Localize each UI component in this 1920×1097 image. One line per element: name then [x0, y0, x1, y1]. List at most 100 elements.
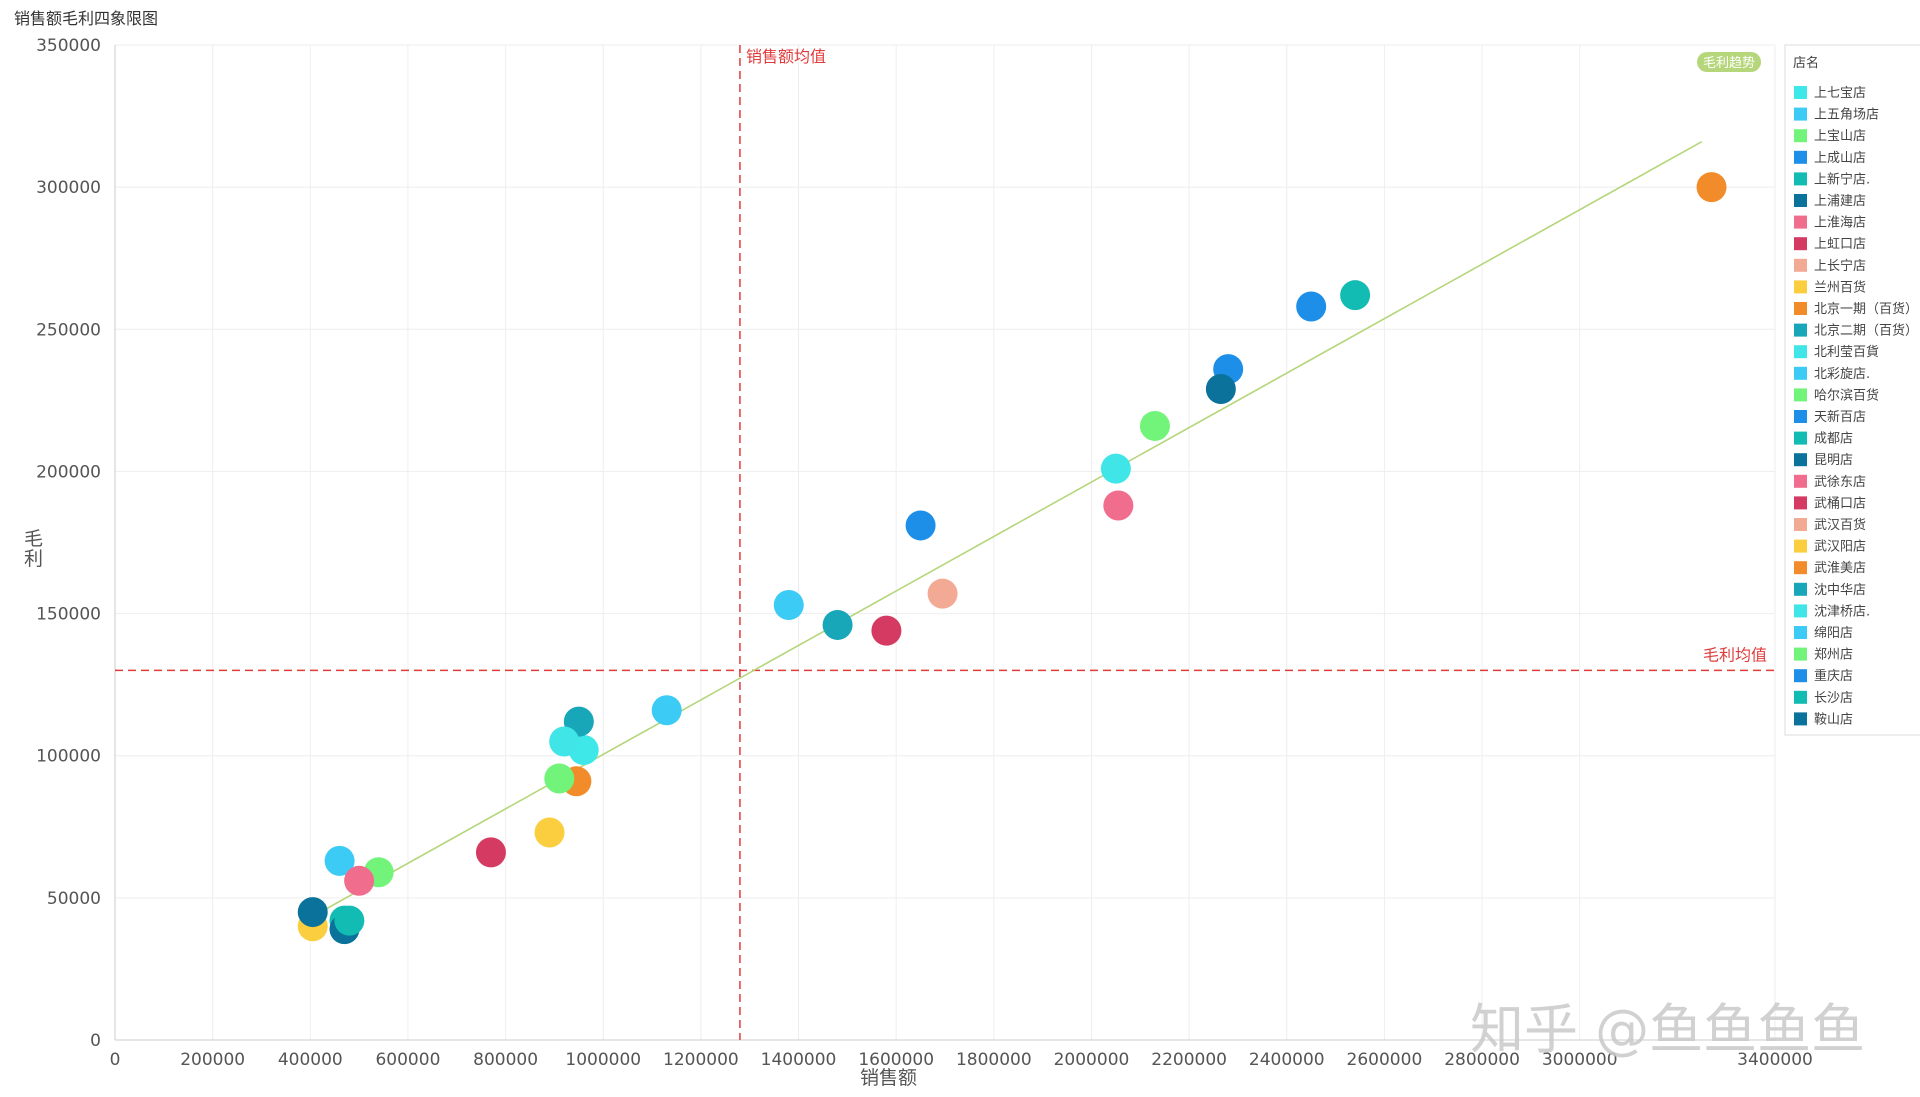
- legend-swatch: [1794, 366, 1807, 380]
- x-mean-label: 销售额均值: [746, 47, 826, 66]
- trend-legend-badge[interactable]: 毛利趋势: [1697, 52, 1761, 72]
- scatter-point: [927, 578, 958, 609]
- legend-item-label: 武汉阳店: [1814, 540, 1866, 555]
- legend-swatch: [1794, 280, 1807, 294]
- y-tick-label: 0: [90, 1031, 101, 1051]
- legend-swatch: [1794, 690, 1807, 704]
- trend-line-group: [309, 140, 1703, 919]
- scatter-point: [1340, 280, 1371, 311]
- scatter-point: [1139, 410, 1170, 441]
- legend-item-label: 绵阳店: [1814, 626, 1853, 641]
- legend-item-label: 哈尔滨百货: [1814, 387, 1879, 403]
- legend-swatch: [1794, 302, 1807, 315]
- watermark-text: 知乎 @鱼鱼鱼鱼: [1470, 998, 1865, 1061]
- scatter-point: [1205, 373, 1236, 404]
- scatter-point: [822, 609, 853, 640]
- legend-item-label: 北京二期（百货）: [1814, 323, 1918, 339]
- x-tick-label: 1800000: [956, 1050, 1032, 1070]
- legend-item-label: 北彩旋店.: [1814, 367, 1870, 382]
- legend-item-label: 郑州店: [1814, 648, 1853, 663]
- chart-title: 销售额毛利四象限图: [14, 9, 158, 28]
- trend-line: [309, 140, 1703, 919]
- legend-item-label: 上新宁店.: [1814, 171, 1870, 187]
- scatter-points: [297, 172, 1727, 945]
- legend-swatch: [1794, 129, 1807, 143]
- legend-swatch: [1794, 323, 1807, 337]
- y-axis-label: 毛利: [24, 528, 43, 570]
- legend-swatch: [1794, 539, 1807, 553]
- y-tick-label: 350000: [36, 36, 101, 56]
- y-tick-label: 250000: [36, 320, 101, 340]
- legend-swatch: [1794, 518, 1807, 531]
- scatter-point: [1696, 172, 1727, 203]
- x-tick-label: 400000: [278, 1050, 343, 1070]
- legend-swatch: [1794, 215, 1807, 229]
- legend-item-label: 上长宁店: [1814, 258, 1866, 274]
- legend-item-label: 武淮美店: [1814, 561, 1866, 576]
- legend-item-label: 鞍山店: [1814, 711, 1853, 727]
- legend-item-label: 上浦建店: [1814, 194, 1866, 209]
- scatter-point: [475, 837, 506, 868]
- x-tick-label: 2000000: [1054, 1050, 1130, 1070]
- x-tick-label: 600000: [375, 1050, 440, 1070]
- trend-badge-bg: [1697, 52, 1761, 72]
- legend-swatch: [1794, 626, 1807, 639]
- legend-item-label: 兰州百货: [1814, 279, 1866, 295]
- x-tick-label: 0: [110, 1050, 121, 1070]
- x-tick-label: 1200000: [663, 1050, 739, 1070]
- y-tick-label: 150000: [36, 605, 101, 625]
- legend-item-label: 沈中华店: [1814, 583, 1866, 598]
- legend-item-label: 武汉百货: [1814, 517, 1866, 533]
- y-tick-label: 50000: [47, 889, 101, 909]
- scatter-point: [544, 763, 575, 794]
- legend-swatch: [1794, 237, 1807, 251]
- scatter-point: [773, 590, 804, 621]
- scatter-point: [871, 615, 902, 646]
- scatter-point: [334, 905, 365, 936]
- x-axis-label: 销售额: [860, 1067, 917, 1089]
- legend-item-label: 上五角场店: [1814, 108, 1879, 123]
- scatter-point: [549, 726, 580, 757]
- legend-item-label: 成都店: [1814, 432, 1853, 447]
- legend-item-label: 沈津桥店.: [1814, 604, 1870, 619]
- scatter-point: [1100, 453, 1131, 484]
- x-tick-label: 2200000: [1151, 1050, 1227, 1070]
- legend-box: [1784, 44, 1920, 736]
- legend-swatch: [1794, 647, 1807, 661]
- x-tick-label: 3000000: [1542, 1050, 1618, 1070]
- legend-swatch: [1794, 474, 1807, 488]
- legend-swatch: [1794, 431, 1807, 445]
- legend-item-label: 上成山店: [1814, 151, 1866, 166]
- legend-item-label: 北京一期（百货）: [1814, 301, 1918, 317]
- scatter-point: [905, 510, 936, 541]
- y-tick-label: 100000: [36, 747, 101, 767]
- legend-item-label: 武徐东店: [1814, 475, 1866, 490]
- scatter-point: [324, 845, 355, 876]
- legend-item-label: 上宝山店: [1814, 129, 1866, 144]
- axes: 0 200000 400000 600000 800000 1000000 1200000 1…: [36, 36, 1813, 1070]
- y-tick-label: 200000: [36, 462, 101, 482]
- scatter-point: [1296, 291, 1327, 322]
- scatter-point: [344, 865, 375, 896]
- legend-swatch: [1794, 388, 1807, 402]
- legend-swatch: [1794, 258, 1807, 272]
- legend-item-label: 北利莹百貨: [1814, 344, 1879, 360]
- legend-swatch: [1794, 345, 1807, 359]
- x-tick-label: 2800000: [1444, 1050, 1520, 1070]
- legend-swatch: [1794, 410, 1807, 423]
- x-tick-label: 1400000: [761, 1050, 837, 1070]
- legend-item-label: 长沙店: [1814, 691, 1853, 706]
- x-tick-label: 200000: [180, 1050, 245, 1070]
- legend-item-label: 武桶口店: [1814, 496, 1866, 511]
- legend-item-label: 天新百店: [1814, 409, 1866, 425]
- legend-item-label: 重庆店: [1814, 668, 1853, 684]
- x-tick-label: 1600000: [858, 1050, 934, 1070]
- x-tick-label: 2600000: [1347, 1050, 1423, 1070]
- legend-swatch: [1794, 669, 1807, 683]
- y-tick-label: 300000: [36, 178, 101, 198]
- legend-swatch: [1794, 582, 1807, 596]
- legend-swatch: [1794, 561, 1807, 575]
